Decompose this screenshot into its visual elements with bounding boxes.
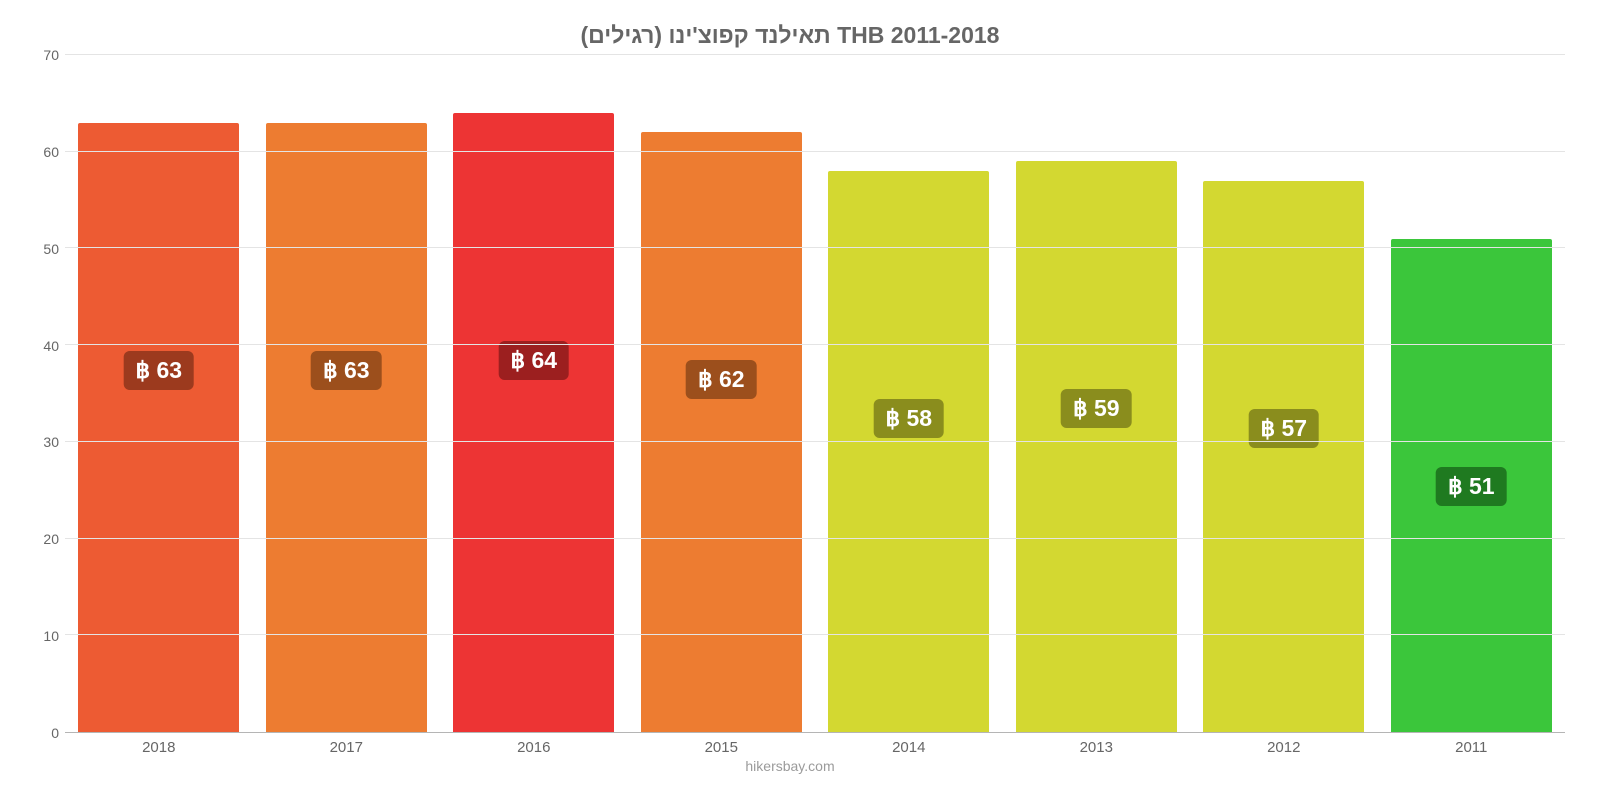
bar: ฿ 58: [828, 171, 989, 732]
bar-slot: ฿ 63: [65, 55, 253, 732]
x-tick-label: 2013: [1003, 739, 1191, 756]
x-tick-label: 2018: [65, 739, 253, 756]
x-tick-label: 2012: [1190, 739, 1378, 756]
y-tick-label: 50: [43, 241, 59, 257]
bar: ฿ 63: [266, 123, 427, 732]
x-tick-label: 2014: [815, 739, 1003, 756]
chart-title: תאילנד קפוצ'ינו (רגילים) THB 2011-2018: [15, 22, 1565, 49]
y-tick-label: 70: [43, 47, 59, 63]
bars-group: ฿ 51 ฿ 57 ฿ 59 ฿ 58 ฿ 62 ฿ 64 ฿ 63 ฿ 63: [65, 55, 1565, 732]
bar-value-label: ฿ 58: [873, 399, 944, 438]
bar-slot: ฿ 59: [1003, 55, 1191, 732]
gridline: [65, 247, 1565, 248]
y-tick-label: 40: [43, 338, 59, 354]
bar-value-label: ฿ 64: [498, 341, 569, 380]
y-axis: 010203040506070: [15, 55, 65, 733]
bar-slot: ฿ 51: [1378, 55, 1566, 732]
gridline: [65, 441, 1565, 442]
y-tick-label: 0: [51, 725, 59, 741]
plot-area: 010203040506070 ฿ 51฿ 57฿ 59฿ 58฿ 62฿ 64…: [15, 55, 1565, 733]
bar: ฿ 64: [453, 113, 614, 732]
gridline: [65, 151, 1565, 152]
y-tick-label: 20: [43, 531, 59, 547]
bar-value-label: ฿ 63: [311, 351, 382, 390]
bar: ฿ 62: [641, 132, 802, 732]
bar-value-label: ฿ 51: [1436, 467, 1507, 506]
bar-value-label: ฿ 59: [1061, 389, 1132, 428]
bar-slot: ฿ 63: [253, 55, 441, 732]
bar-value-label: ฿ 62: [686, 360, 757, 399]
x-tick-label: 2017: [253, 739, 441, 756]
x-tick-label: 2011: [1378, 739, 1566, 756]
gridline: [65, 538, 1565, 539]
y-tick-label: 10: [43, 628, 59, 644]
bar: ฿ 57: [1203, 181, 1364, 732]
bar: ฿ 51: [1391, 239, 1552, 732]
gridline: [65, 54, 1565, 55]
x-tick-label: 2016: [440, 739, 628, 756]
y-tick-label: 30: [43, 434, 59, 450]
bar-slot: ฿ 64: [440, 55, 628, 732]
bar-slot: ฿ 62: [628, 55, 816, 732]
bar-slot: ฿ 58: [815, 55, 1003, 732]
chart-container: תאילנד קפוצ'ינו (רגילים) THB 2011-2018 0…: [0, 0, 1600, 800]
bar-value-label: ฿ 63: [123, 351, 194, 390]
gridline: [65, 634, 1565, 635]
bar-value-label: ฿ 57: [1248, 409, 1319, 448]
x-tick-label: 2015: [628, 739, 816, 756]
bar-slot: ฿ 57: [1190, 55, 1378, 732]
bar: ฿ 63: [78, 123, 239, 732]
chart-grid: ฿ 51 ฿ 57 ฿ 59 ฿ 58 ฿ 62 ฿ 64 ฿ 63 ฿ 63: [65, 55, 1565, 733]
x-axis: 20112012201320142015201620172018: [65, 739, 1565, 756]
gridline: [65, 344, 1565, 345]
chart-footer: hikersbay.com: [15, 758, 1565, 774]
y-tick-label: 60: [43, 144, 59, 160]
